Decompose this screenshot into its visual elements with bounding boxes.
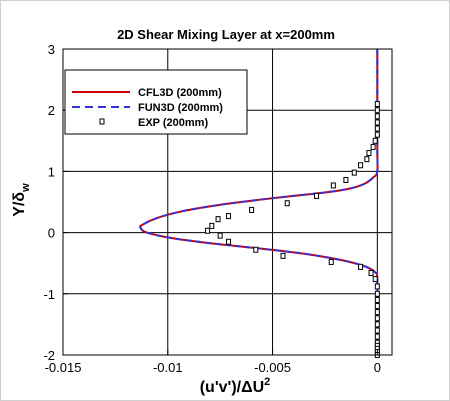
y-axis-title: Y/δw [11, 183, 32, 217]
x-axis-title-text: (u'v')/ΔU [200, 379, 264, 396]
plot-border [62, 48, 393, 356]
exp-data-point [374, 125, 380, 132]
exp-data-point [370, 143, 376, 150]
legend-box [64, 69, 248, 135]
exp-data-point [374, 309, 380, 316]
y-tick-label: 1 [48, 164, 55, 179]
exp-data-point [205, 227, 211, 234]
x-tick-label: -0.005 [254, 360, 291, 375]
exp-data-point [215, 216, 221, 223]
ticks: -0.015 -0.01 -0.005 0 -2 -1 0 1 2 3 [43, 42, 381, 375]
x-tick-label: -0.015 [45, 360, 82, 375]
y-axis-title-subscript: w [20, 183, 32, 193]
exp-data-point [249, 206, 255, 213]
exp-data-point [314, 192, 320, 199]
y-axis-title-text: Y/δ [11, 192, 28, 217]
exp-data-point [374, 131, 380, 138]
y-tick-label: 0 [48, 226, 55, 241]
x-axis-title: (u'v')/ΔU2 [200, 376, 271, 396]
exp-data-point [374, 283, 380, 290]
y-tick-label: 2 [48, 103, 55, 118]
x-tick-label: -0.01 [153, 360, 183, 375]
exp-data-point [374, 296, 380, 303]
exp-data-point [328, 258, 334, 265]
exp-data-point [358, 162, 364, 169]
x-axis-title-exponent: 2 [264, 376, 270, 388]
exp-data-point [226, 213, 232, 220]
exp-data-point [372, 137, 378, 144]
exp-data-point [343, 176, 349, 183]
exp-data-point [358, 263, 364, 270]
exp-data-point [374, 327, 380, 334]
exp-data-point [280, 252, 286, 259]
exp-data-point [217, 232, 223, 239]
exp-data-point [374, 119, 380, 126]
exp-data-point [374, 290, 380, 297]
exp-data-point [351, 169, 357, 176]
exp-data-point [209, 222, 215, 229]
series-layer [139, 49, 380, 358]
exp-data-point [366, 150, 372, 157]
exp-data-point [374, 321, 380, 328]
exp-data-point [284, 200, 290, 207]
fun3d-series-line [139, 49, 379, 356]
exp-data-point [330, 182, 336, 189]
exp-data-point [372, 276, 378, 283]
legend-label-fun3d: FUN3D (200mm) [138, 102, 223, 114]
exp-data-point [368, 269, 374, 276]
legend-label-exp: EXP (200mm) [138, 117, 208, 129]
exp-data-point [226, 238, 232, 245]
chart-title: 2D Shear Mixing Layer at x=200mm [117, 27, 335, 42]
exp-data-point [374, 101, 380, 108]
y-tick-label: -2 [43, 348, 55, 363]
legend-label-cfl3d: CFL3D (200mm) [138, 87, 222, 99]
exp-data-point [374, 333, 380, 340]
exp-data-point [374, 303, 380, 310]
y-tick-label: -1 [43, 287, 55, 302]
exp-data-point [253, 246, 259, 253]
legend: CFL3D (200mm) FUN3D (200mm) EXP (200mm) [64, 69, 248, 135]
exp-data-point [374, 107, 380, 114]
exp-data-point [374, 315, 380, 322]
legend-swatch-exp [99, 118, 105, 125]
exp-data-point [374, 113, 380, 120]
exp-data-point [364, 156, 370, 163]
y-tick-label: 3 [48, 42, 55, 57]
x-tick-label: 0 [374, 360, 381, 375]
